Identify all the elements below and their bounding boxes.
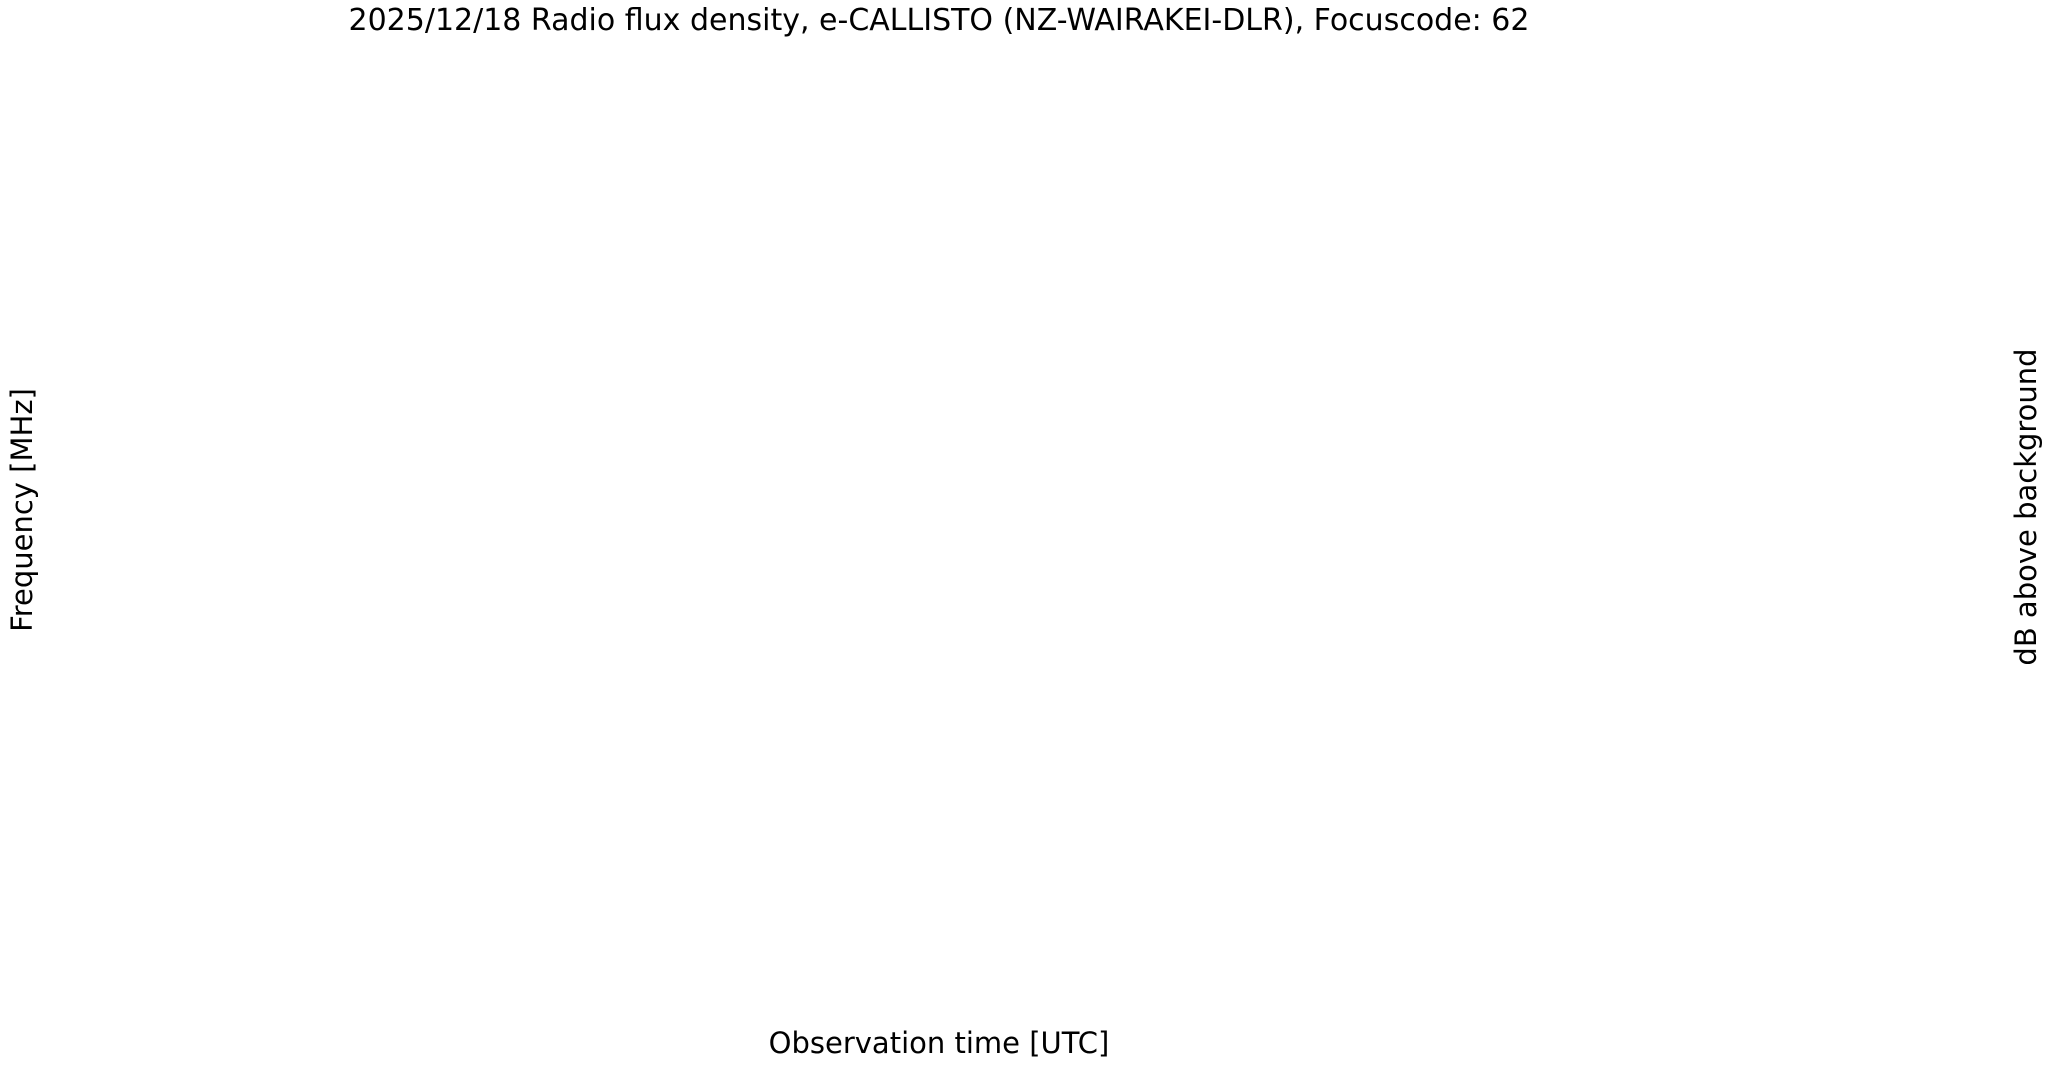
y-axis-label: Frequency [MHz] [5, 388, 39, 632]
spectrogram-plot-area [101, 40, 1777, 976]
x-axis-label: Observation time [UTC] [768, 1026, 1110, 1060]
page-title: 2025/12/18 Radio flux density, e-CALLIST… [348, 3, 1530, 38]
colorbar-label: dB above background [2009, 348, 2043, 666]
spectrogram-canvas [101, 40, 1777, 976]
colorbar [1917, 28, 1959, 986]
